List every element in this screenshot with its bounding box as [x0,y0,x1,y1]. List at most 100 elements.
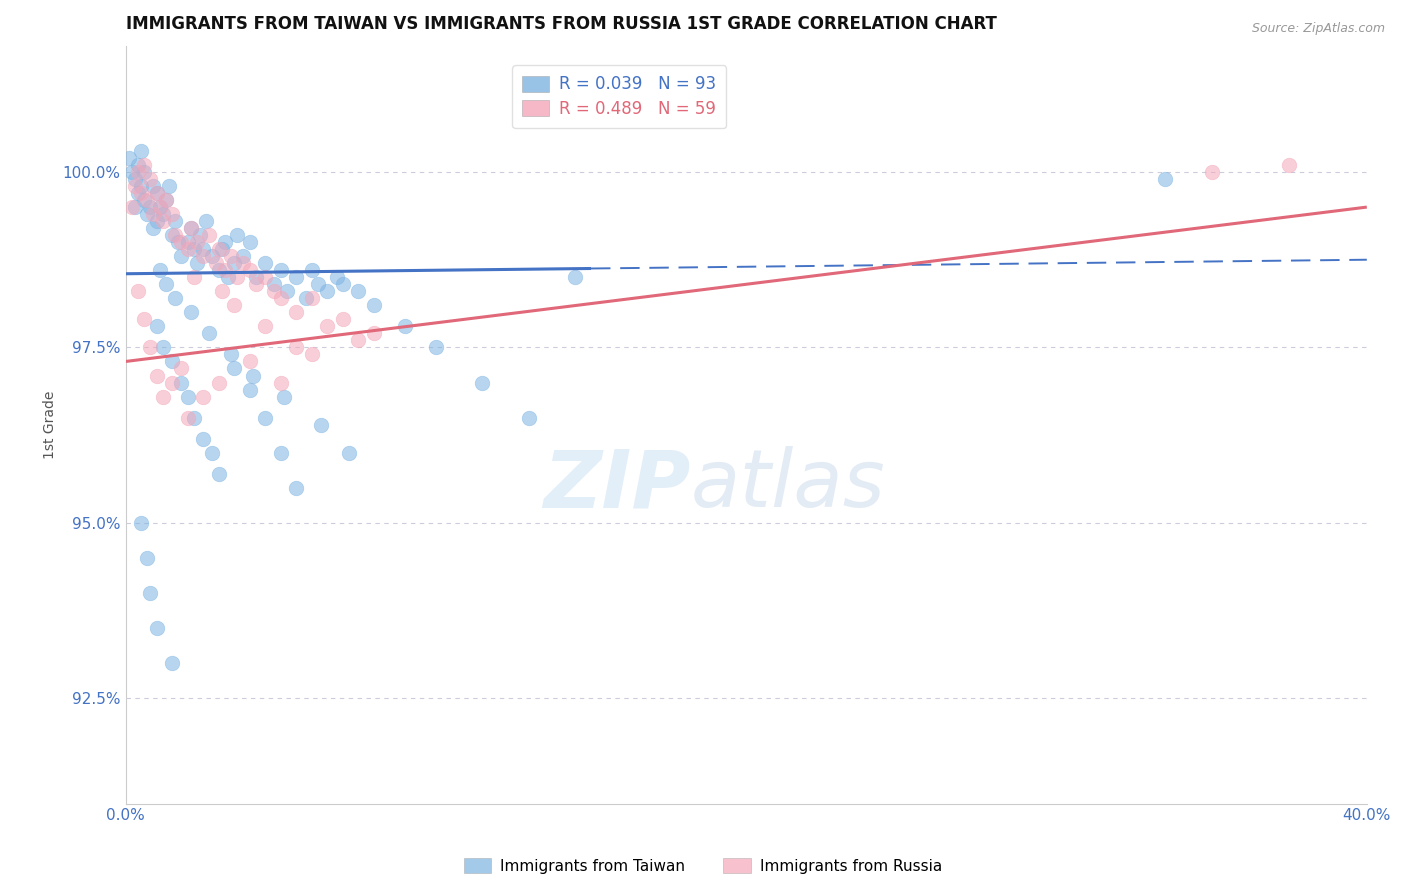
Point [270,376,292,390]
Point [139,200,162,214]
Point [276,285,298,299]
Legend: Immigrants from Taiwan, Immigrants from Russia: Immigrants from Taiwan, Immigrants from … [457,852,949,880]
Point [127,158,149,172]
Point [134,312,156,326]
Point [263,277,285,292]
Point [145,186,167,200]
Point [188,228,211,243]
Point [245,277,267,292]
Point [1278,158,1301,172]
Point [183,410,205,425]
Point [176,410,198,425]
Point [285,270,308,285]
Point [160,354,183,368]
Point [332,312,354,326]
Point [309,417,332,432]
Point [136,193,159,207]
Point [239,263,262,277]
Point [285,305,308,319]
Point [198,228,221,243]
Point [270,291,292,305]
Point [170,235,193,249]
Point [325,270,347,285]
Point [270,263,292,277]
Y-axis label: 1st Grade: 1st Grade [44,391,58,458]
Point [129,179,152,194]
Point [316,319,339,334]
Point [363,298,385,312]
Point [201,446,224,460]
Point [263,285,285,299]
Point [347,334,370,348]
Text: atlas: atlas [690,446,884,524]
Point [139,172,162,186]
Point [224,298,246,312]
Point [239,235,262,249]
Point [142,207,165,221]
Point [224,361,246,376]
Point [207,376,229,390]
Point [191,432,214,446]
Point [273,390,295,404]
Point [201,249,224,263]
Point [129,144,152,158]
Point [136,551,159,566]
Point [517,410,540,425]
Point [301,263,323,277]
Point [139,586,162,600]
Point [207,263,229,277]
Point [245,270,267,285]
Point [160,207,183,221]
Point [191,249,214,263]
Point [394,319,416,334]
Point [224,256,246,270]
Point [149,200,172,214]
Point [204,256,226,270]
Point [127,165,149,179]
Point [127,186,149,200]
Point [226,228,249,243]
Point [285,481,308,495]
Point [142,221,165,235]
Point [191,390,214,404]
Point [232,256,254,270]
Point [176,242,198,256]
Point [145,319,167,334]
Point [157,179,180,194]
Point [176,390,198,404]
Point [186,235,208,249]
Point [471,376,494,390]
Point [165,291,187,305]
Point [180,305,202,319]
Point [1154,172,1177,186]
Point [211,285,233,299]
Point [134,193,156,207]
Point [254,256,277,270]
Point [155,193,177,207]
Point [160,657,183,671]
Point [160,228,183,243]
Point [219,249,242,263]
Point [149,263,172,277]
Point [139,341,162,355]
Point [124,172,146,186]
Point [301,347,323,361]
Point [347,285,370,299]
Point [134,158,156,172]
Point [217,270,239,285]
Point [134,165,156,179]
Point [316,285,339,299]
Point [165,228,187,243]
Point [124,179,146,194]
Point [214,235,236,249]
Point [307,277,329,292]
Point [211,242,233,256]
Point [285,341,308,355]
Point [170,249,193,263]
Point [183,270,205,285]
Point [337,446,360,460]
Point [152,207,174,221]
Point [160,376,183,390]
Point [239,383,262,397]
Point [117,151,139,165]
